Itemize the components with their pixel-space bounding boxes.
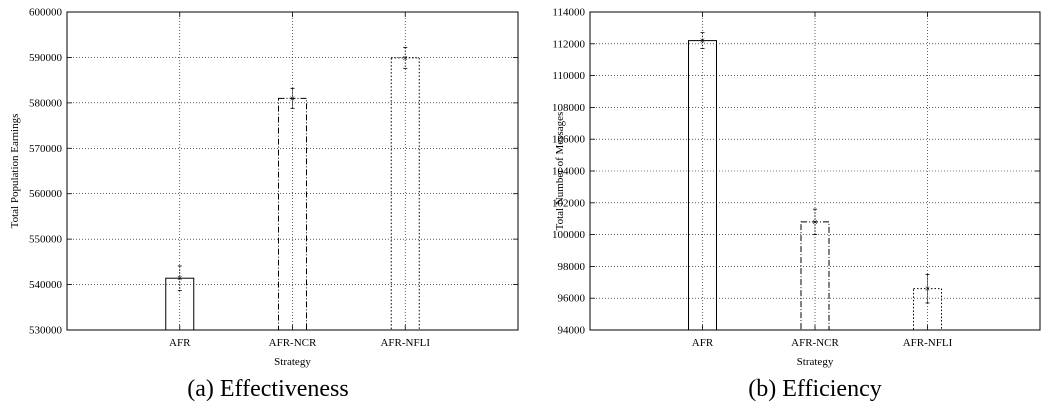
- y-tick-label: 570000: [29, 143, 63, 155]
- y-tick-label: 600000: [29, 7, 63, 19]
- y-tick-label: 98000: [558, 261, 586, 273]
- x-axis-label: Strategy: [797, 356, 834, 368]
- effectiveness-chart: 530000 540000 550000 560000 570000 580000 5900…: [9, 7, 519, 402]
- bar-afr-nfli: [913, 288, 942, 331]
- mean-marker: ×: [700, 36, 706, 47]
- x-tick-label: AFR-NFLI: [380, 337, 430, 349]
- y-tick-label: 112000: [552, 38, 585, 50]
- y-tick-label: 100000: [552, 229, 586, 241]
- plot-frame: [66, 11, 519, 331]
- y-tick-label: 106000: [552, 134, 586, 146]
- efficiency-chart: 94000 96000 98000 100000 102000 104000 106000 1…: [552, 7, 1041, 402]
- y-tick-label: 110000: [552, 70, 585, 82]
- y-tick-label: 530000: [29, 325, 63, 337]
- x-tick-label: AFR: [692, 337, 714, 349]
- mean-marker: ×: [290, 94, 296, 105]
- y-axis-label: Total Population Earnings: [9, 114, 21, 229]
- y-tick-label: 590000: [29, 52, 63, 64]
- y-tick-label: 96000: [558, 293, 586, 305]
- bar-afr-ncr: [278, 97, 307, 331]
- y-tick-label: 102000: [552, 197, 586, 209]
- y-tick-label: 108000: [552, 102, 586, 114]
- y-tick-label: 550000: [29, 234, 63, 246]
- x-tick-label: AFR: [169, 337, 191, 349]
- y-tick-label: 114000: [552, 7, 585, 19]
- x-tick-label: AFR-NCR: [791, 337, 839, 349]
- mean-marker: ×: [812, 217, 818, 228]
- x-axis-label: Strategy: [274, 356, 311, 368]
- x-tick-label: AFR-NFLI: [903, 337, 953, 349]
- mean-marker: ×: [177, 274, 183, 285]
- plot-frame: [589, 11, 1041, 331]
- chart-caption: (b) Efficiency: [748, 376, 882, 402]
- y-tick-label: 104000: [552, 166, 586, 178]
- y-tick-label: 540000: [29, 279, 63, 291]
- x-tick-label: AFR-NCR: [269, 337, 317, 349]
- bar-afr-ncr: [800, 221, 830, 331]
- y-tick-label: 94000: [558, 325, 586, 337]
- mean-marker: ×: [925, 284, 931, 295]
- chart-caption: (a) Effectiveness: [187, 376, 348, 402]
- y-axis-label: Total Number of Messages: [554, 112, 566, 231]
- y-tick-label: 560000: [29, 188, 63, 200]
- y-tick-label: 580000: [29, 97, 63, 109]
- mean-marker: ×: [402, 53, 408, 64]
